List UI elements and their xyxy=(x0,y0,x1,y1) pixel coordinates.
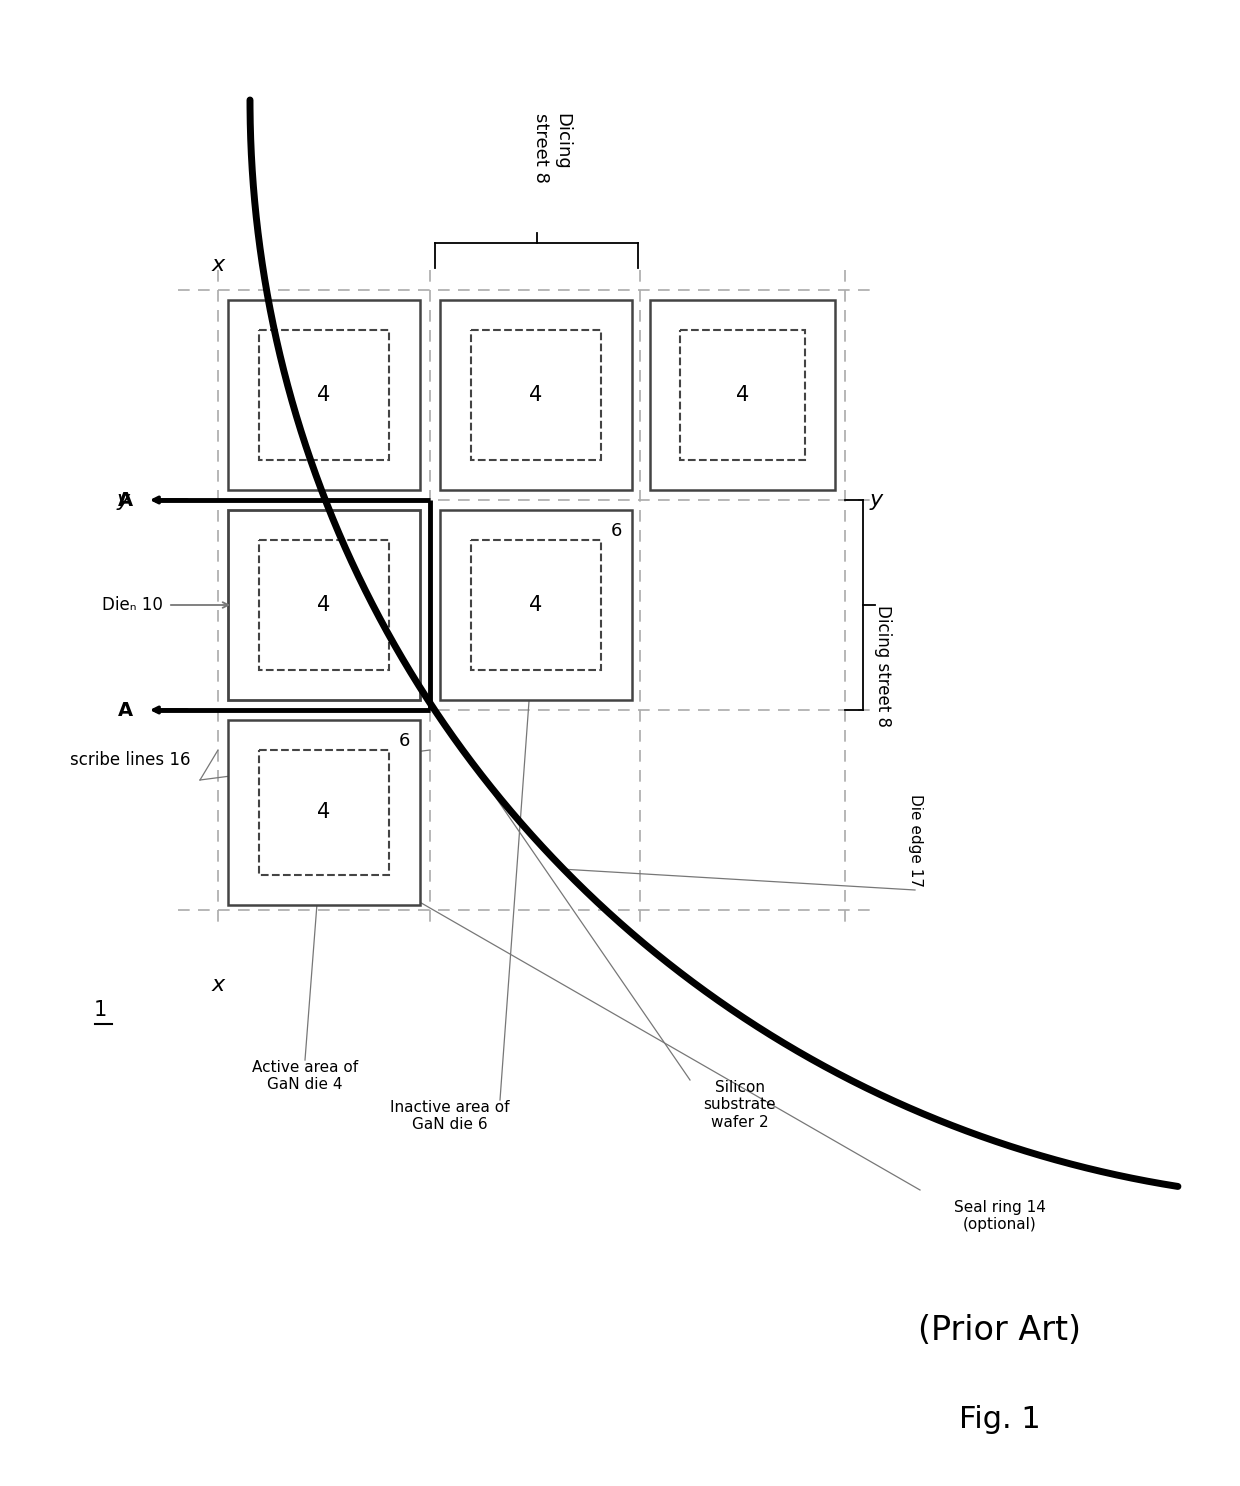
Text: Dieₙ 10: Dieₙ 10 xyxy=(102,596,162,614)
Text: x: x xyxy=(212,256,224,275)
Text: 4: 4 xyxy=(317,802,331,822)
Bar xyxy=(471,541,601,670)
Text: 4: 4 xyxy=(317,594,331,615)
Text: Dicing
street 8: Dicing street 8 xyxy=(532,113,570,183)
Text: A: A xyxy=(118,490,133,510)
Bar xyxy=(259,330,389,459)
Text: Inactive area of
GaN die 6: Inactive area of GaN die 6 xyxy=(391,1100,510,1132)
Text: 4: 4 xyxy=(735,385,749,406)
Bar xyxy=(680,330,806,459)
Text: Dicing street 8: Dicing street 8 xyxy=(874,605,892,727)
Text: A: A xyxy=(118,700,133,719)
Bar xyxy=(228,721,420,905)
Text: Silicon
substrate
wafer 2: Silicon substrate wafer 2 xyxy=(703,1080,776,1129)
Bar xyxy=(440,300,632,490)
Text: Active area of
GaN die 4: Active area of GaN die 4 xyxy=(252,1060,358,1092)
Text: 4: 4 xyxy=(529,385,543,406)
Text: 6: 6 xyxy=(610,522,622,539)
Bar xyxy=(259,541,389,670)
Text: scribe lines 16: scribe lines 16 xyxy=(69,750,191,768)
Bar xyxy=(228,510,420,700)
Bar xyxy=(440,510,632,700)
Text: 1: 1 xyxy=(93,1000,107,1019)
Text: y: y xyxy=(117,490,130,510)
Bar xyxy=(650,300,835,490)
Bar xyxy=(228,300,420,490)
Text: Die edge 17: Die edge 17 xyxy=(908,794,923,887)
Text: (Prior Art): (Prior Art) xyxy=(919,1314,1081,1346)
Text: y: y xyxy=(870,490,883,510)
Bar xyxy=(471,330,601,459)
Text: 4: 4 xyxy=(317,385,331,406)
Text: 6: 6 xyxy=(398,733,410,750)
Bar xyxy=(259,749,389,875)
Text: 4: 4 xyxy=(529,594,543,615)
Text: Seal ring 14
(optional): Seal ring 14 (optional) xyxy=(954,1201,1045,1232)
Text: x: x xyxy=(212,975,224,996)
Text: Fig. 1: Fig. 1 xyxy=(959,1406,1040,1434)
